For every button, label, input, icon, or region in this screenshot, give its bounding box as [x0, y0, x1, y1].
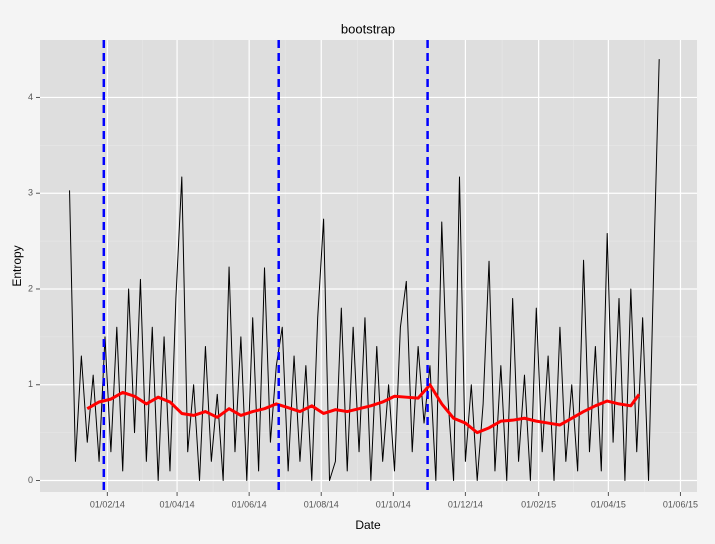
x-tick-label: 01/06/14 — [232, 499, 267, 509]
x-tick-label: 01/06/15 — [663, 499, 698, 509]
chart-title: bootstrap — [341, 21, 395, 36]
x-tick-label: 01/08/14 — [304, 499, 339, 509]
y-axis-title: Entropy — [10, 245, 24, 286]
x-axis-title: Date — [355, 518, 381, 532]
x-tick-label: 01/10/14 — [376, 499, 411, 509]
x-tick-label: 01/04/15 — [591, 499, 626, 509]
x-tick-label: 01/12/14 — [448, 499, 483, 509]
y-tick-label: 0 — [28, 475, 33, 485]
x-tick-label: 01/02/15 — [521, 499, 556, 509]
y-tick-label: 1 — [28, 379, 33, 389]
moving-average-line — [86, 383, 641, 435]
data-line — [69, 59, 660, 482]
y-tick-label: 4 — [28, 92, 33, 102]
y-tick-label: 2 — [28, 283, 33, 293]
y-tick-label: 3 — [28, 188, 33, 198]
x-tick-label: 01/04/14 — [160, 499, 195, 509]
x-tick-label: 01/02/14 — [90, 499, 125, 509]
